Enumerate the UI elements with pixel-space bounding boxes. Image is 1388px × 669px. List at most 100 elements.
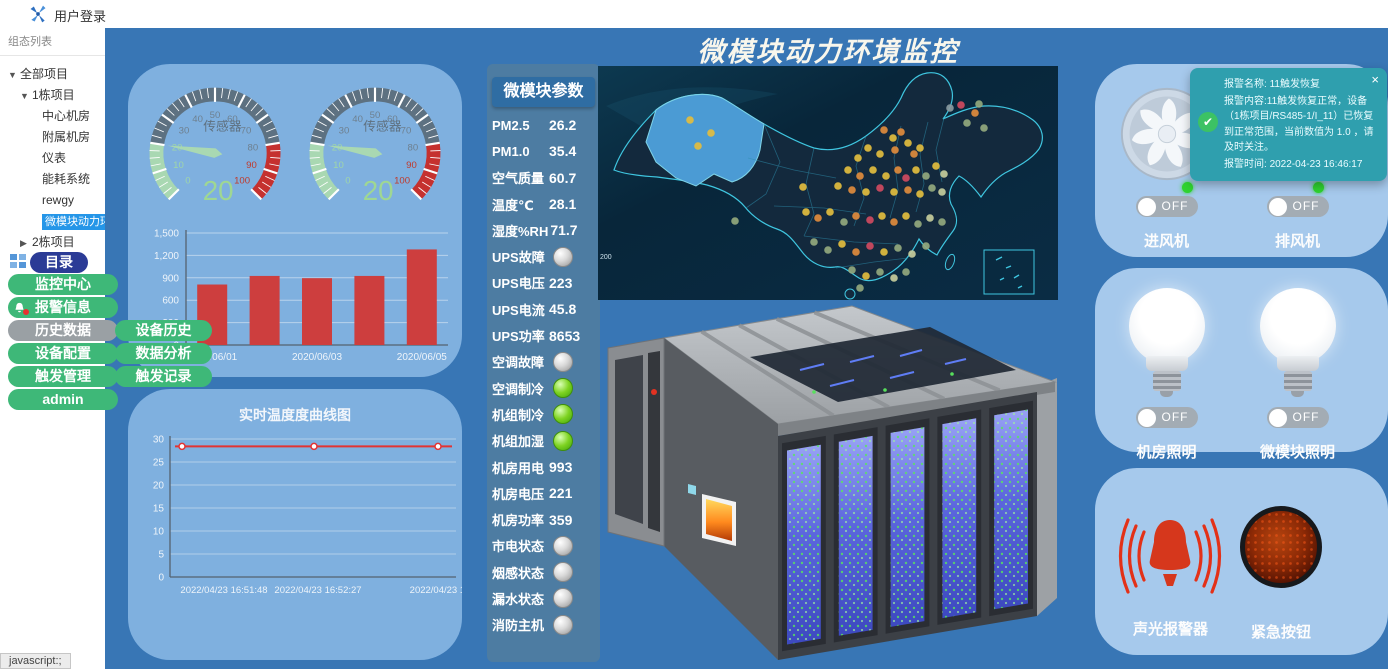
room-light-label: 机房照明 [1136, 444, 1197, 461]
status-led-on [553, 404, 573, 425]
status-led-off [553, 535, 573, 556]
param-value: 359 [549, 511, 573, 528]
param-row-UPS电流: UPS电流 45.8 [487, 296, 600, 322]
fan-status-dot [1313, 182, 1324, 193]
line-chart-title: 实时温度度曲线图 [239, 407, 351, 423]
param-row-消防主机: 消防主机 [487, 612, 600, 638]
top-bar: 用户登录 [0, 0, 1388, 29]
tree-item-1栋项目[interactable]: ▼ 1栋项目 [0, 85, 105, 106]
tree-item-微模块动力环境[interactable]: 微模块动力环境 [0, 211, 105, 232]
param-label: 消防主机 [492, 618, 545, 634]
notif-content: 11触发恢复正常，设备（1栋项目/RS485-1/I_11）已恢复到正常范围，当… [1224, 95, 1374, 154]
status-led-off [553, 246, 573, 267]
room-light-toggle[interactable]: OFF [1135, 407, 1198, 428]
param-value: 60.7 [549, 169, 577, 186]
tree-item-label: rewgy [42, 193, 75, 207]
status-led-on [553, 430, 573, 451]
gauge-group: 0102030405060708090100传感器20 010203040506… [128, 64, 462, 217]
param-label: UPS功率 [492, 329, 545, 345]
param-label: 机组加湿 [492, 434, 545, 450]
fan-icon [1120, 87, 1213, 181]
user-login-link[interactable]: 用户登录 [54, 9, 107, 24]
param-label: 市电状态 [492, 539, 545, 555]
param-row-UPS功率: UPS功率 8653 [487, 322, 600, 348]
param-label: 空调故障 [492, 355, 545, 371]
tree-item-label: 仪表 [42, 151, 67, 165]
tree-item-能耗系统[interactable]: 能耗系统 [0, 169, 105, 190]
param-label: 漏水状态 [492, 591, 545, 607]
submenu-item-数据分析[interactable]: 数据分析 [115, 343, 212, 364]
lighting-panel: OFF 机房照明 OFF 微模块照明 [1095, 268, 1388, 461]
menu-item-设备配置[interactable]: 设备配置 [8, 343, 118, 364]
svg-text:10: 10 [173, 160, 184, 171]
param-row-PM2.5: PM2.5 26.2 [487, 112, 600, 138]
fan-status-dot [1182, 182, 1193, 193]
param-row-机组制冷: 机组制冷 [487, 401, 600, 427]
toggle-state-label: OFF [1292, 199, 1320, 213]
param-value: 28.1 [549, 196, 577, 213]
svg-text:2020/06/05: 2020/06/05 [397, 352, 447, 363]
server-module-3d-illustration [600, 300, 1060, 669]
tree-item-2栋项目[interactable]: ▶ 2栋项目 [0, 232, 105, 253]
submenu-item-设备历史[interactable]: 设备历史 [115, 320, 212, 341]
menu-item-admin[interactable]: admin [8, 389, 118, 410]
param-label: 机房电压 [492, 486, 545, 502]
param-row-漏水状态: 漏水状态 [487, 585, 600, 611]
alarm-panel: 声光报警器 紧急按钮 [1095, 468, 1388, 655]
tree-item-rewgy[interactable]: rewgy [0, 190, 105, 211]
directory-grid-icon [10, 254, 17, 260]
params-title: 微模块参数 [492, 77, 595, 107]
menu-item-触发管理[interactable]: 触发管理 [8, 366, 118, 387]
tree-item-全部项目[interactable]: ▼ 全部项目 [0, 64, 105, 85]
status-led-on [553, 378, 573, 399]
svg-text:40: 40 [352, 114, 363, 125]
tree-item-中心机房[interactable]: 中心机房 [0, 106, 105, 127]
daily-bar-chart: 03006009001,2001,5002020/06/012020/06/03… [154, 229, 448, 363]
tree-item-仪表[interactable]: 仪表 [0, 148, 105, 169]
param-value: 221 [549, 485, 573, 502]
toggle-knob [1268, 408, 1287, 427]
param-row-空调制冷: 空调制冷 [487, 375, 600, 401]
param-label: 机组制冷 [492, 407, 545, 423]
module-light-toggle[interactable]: OFF [1266, 407, 1329, 428]
siren-icon [1118, 518, 1222, 594]
chevron-down-icon[interactable]: ▼ [20, 91, 29, 101]
param-label: 湿度%RH [492, 223, 549, 239]
menu-directory[interactable]: 目录 [30, 252, 88, 273]
intake-fan-toggle[interactable]: OFF [1135, 196, 1198, 217]
param-value: 71.7 [550, 222, 578, 239]
notif-time-label: 报警时间: [1224, 158, 1267, 170]
svg-text:10: 10 [333, 160, 344, 171]
menu-item-报警信息[interactable]: 报警信息 [8, 297, 118, 318]
params-rows: PM2.5 26.2 PM1.0 35.4 空气质量 60.7 温度℃ 28.1 湿度%RH 71… [487, 112, 600, 638]
tree-item-label: 微模块动力环境 [42, 214, 105, 230]
notif-content-label: 报警内容: [1224, 95, 1267, 107]
notif-name: 11触发恢复 [1269, 79, 1320, 90]
svg-text:40: 40 [192, 114, 203, 125]
menu-item-监控中心[interactable]: 监控中心 [8, 274, 118, 295]
chevron-down-icon[interactable]: ▼ [8, 70, 17, 80]
param-row-温度℃: 温度℃ 28.1 [487, 191, 600, 217]
south-china-sea-inset [983, 249, 1035, 295]
tree-item-label: 附属机房 [42, 130, 91, 144]
tree-item-label: 2栋项目 [32, 235, 75, 249]
param-label: UPS电压 [492, 276, 545, 292]
param-label: PM2.5 [492, 117, 530, 133]
tree-item-label: 能耗系统 [42, 172, 91, 186]
china-map: 200 [598, 66, 1058, 300]
emergency-button[interactable] [1240, 506, 1322, 588]
close-icon[interactable]: × [1371, 72, 1379, 87]
submenu-item-触发记录[interactable]: 触发记录 [115, 366, 212, 387]
svg-text:20: 20 [203, 175, 234, 206]
svg-text:传感器: 传感器 [363, 119, 402, 134]
chevron-right-icon[interactable]: ▶ [20, 238, 27, 248]
temperature-panel: 实时温度度曲线图 0 5 10 15 20 25 30 2022/04/23 16:51:48… [128, 389, 462, 660]
tree-item-label: 全部项目 [20, 67, 69, 81]
exhaust-fan-toggle[interactable]: OFF [1266, 196, 1329, 217]
tree-item-附属机房[interactable]: 附属机房 [0, 127, 105, 148]
emergency-button-label: 紧急按钮 [1250, 624, 1311, 641]
param-row-空气质量: 空气质量 60.7 [487, 165, 600, 191]
menu-item-历史数据[interactable]: 历史数据 [8, 320, 118, 341]
svg-text:90: 90 [406, 160, 417, 171]
param-row-PM1.0: PM1.0 35.4 [487, 138, 600, 164]
